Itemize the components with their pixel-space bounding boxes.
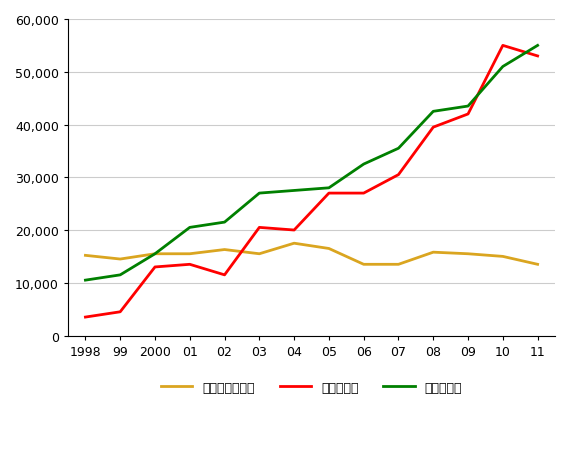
大豆輸入量 <box>117 309 124 315</box>
大豆輸入量 <box>430 125 437 131</box>
国内大豆生産量 <box>221 247 228 253</box>
大豆櫟油量 <box>152 252 158 257</box>
大豆輸入量 <box>360 191 367 196</box>
国内大豆生産量 <box>186 252 193 257</box>
国内大豆生産量 <box>534 262 541 268</box>
大豆櫟油量 <box>465 104 471 110</box>
国内大豆生産量 <box>82 253 89 258</box>
国内大豆生産量 <box>395 262 402 268</box>
大豆輸入量 <box>534 54 541 60</box>
大豆輸入量 <box>221 273 228 278</box>
Line: 大豆輸入量: 大豆輸入量 <box>86 46 538 317</box>
大豆櫟油量 <box>256 191 263 196</box>
大豆櫟油量 <box>499 65 506 70</box>
大豆櫟油量 <box>360 162 367 168</box>
大豆輸入量 <box>499 44 506 49</box>
大豆櫟油量 <box>186 225 193 230</box>
国内大豆生産量 <box>465 252 471 257</box>
大豆輸入量 <box>256 225 263 230</box>
大豆櫟油量 <box>221 220 228 225</box>
大豆輸入量 <box>152 264 158 270</box>
国内大豆生産量 <box>325 246 332 252</box>
大豆櫟油量 <box>430 109 437 115</box>
大豆輸入量 <box>395 173 402 178</box>
大豆櫟油量 <box>117 273 124 278</box>
大豆櫟油量 <box>291 188 298 194</box>
大豆櫟油量 <box>534 44 541 49</box>
国内大豆生産量 <box>152 252 158 257</box>
大豆輸入量 <box>465 112 471 118</box>
大豆輸入量 <box>186 262 193 268</box>
大豆輸入量 <box>325 191 332 196</box>
国内大豆生産量 <box>360 262 367 268</box>
国内大豆生産量 <box>291 241 298 246</box>
国内大豆生産量 <box>117 257 124 262</box>
Line: 大豆櫟油量: 大豆櫟油量 <box>86 46 538 280</box>
大豆櫟油量 <box>325 185 332 191</box>
国内大豆生産量 <box>499 254 506 260</box>
大豆櫟油量 <box>395 146 402 151</box>
大豆輸入量 <box>82 314 89 320</box>
国内大豆生産量 <box>430 250 437 255</box>
大豆櫟油量 <box>82 278 89 283</box>
Legend: 国内大豆生産量, 大豆輸入量, 大豆櫟油量: 国内大豆生産量, 大豆輸入量, 大豆櫟油量 <box>156 376 467 399</box>
大豆輸入量 <box>291 228 298 233</box>
国内大豆生産量 <box>256 252 263 257</box>
Line: 国内大豆生産量: 国内大豆生産量 <box>86 244 538 265</box>
